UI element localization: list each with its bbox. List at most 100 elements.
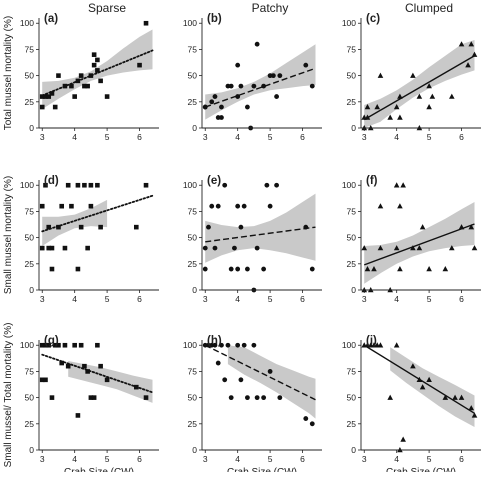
y-tick-label: 0	[29, 445, 34, 455]
x-tick-label: 3	[203, 294, 208, 304]
data-point	[219, 115, 224, 120]
column-title: Clumped	[405, 1, 453, 15]
data-point	[85, 245, 90, 251]
x-axis-label: Crab Size (CW)	[227, 467, 297, 472]
panel-label: (f)	[366, 175, 378, 187]
data-point	[59, 203, 65, 209]
data-point	[471, 412, 478, 418]
y-tick-label: 0	[29, 285, 34, 295]
data-point	[56, 342, 61, 348]
y-tick-label: 50	[188, 393, 198, 403]
y-tick-label: 50	[25, 233, 35, 243]
data-point	[39, 94, 45, 99]
data-point	[98, 78, 103, 84]
panel-e: 0 25 50 75 100 3 4 5 6 (e)	[183, 175, 322, 304]
data-point	[393, 245, 400, 251]
confidence-band	[205, 44, 316, 120]
y-tick-label: 50	[347, 393, 357, 403]
data-point	[56, 73, 61, 78]
data-point	[222, 182, 228, 188]
data-point	[377, 72, 384, 78]
data-point	[49, 245, 55, 251]
y-tick-label: 0	[351, 445, 356, 455]
data-point	[254, 245, 260, 251]
fit-line	[204, 344, 316, 401]
x-tick-label: 6	[459, 454, 464, 464]
data-point	[309, 421, 315, 427]
x-axis-label: Crab Size (CW)	[386, 467, 456, 472]
data-point	[303, 224, 309, 230]
y-tick-label: 25	[347, 97, 357, 107]
panel-label: (b)	[207, 13, 222, 25]
data-point	[238, 83, 244, 89]
data-point	[75, 182, 81, 188]
y-tick-label: 100	[342, 340, 356, 350]
panel-label: (a)	[44, 13, 58, 25]
data-point	[85, 83, 90, 89]
data-point	[364, 114, 371, 120]
x-tick-label: 4	[235, 454, 240, 464]
data-point	[82, 182, 87, 188]
panel-c: 0 25 50 75 100 3 4 5 6 (c)	[342, 13, 481, 142]
data-point	[88, 73, 94, 78]
data-point	[143, 395, 149, 400]
fit-line	[41, 49, 154, 97]
data-point	[202, 245, 208, 251]
data-point	[222, 377, 228, 383]
data-point	[419, 224, 426, 230]
data-point	[426, 83, 432, 89]
y-tick-label: 25	[188, 97, 198, 107]
data-point	[468, 405, 475, 411]
data-point	[397, 93, 403, 99]
data-point	[225, 342, 231, 348]
data-point	[56, 224, 61, 230]
data-point	[387, 394, 393, 400]
y-tick-label: 25	[25, 97, 35, 107]
data-point	[46, 342, 52, 348]
data-point	[78, 73, 84, 78]
data-point	[393, 104, 400, 110]
x-tick-label: 6	[137, 294, 142, 304]
y-tick-label: 75	[25, 44, 35, 54]
y-tick-label: 50	[347, 71, 357, 81]
data-point	[241, 203, 247, 209]
x-tick-label: 5	[427, 294, 432, 304]
data-point	[416, 245, 423, 251]
x-tick-label: 6	[459, 132, 464, 142]
data-point	[471, 51, 478, 57]
data-point	[465, 62, 471, 68]
data-point	[426, 266, 432, 272]
data-point	[361, 245, 368, 251]
data-point	[235, 266, 241, 272]
panel-label: (e)	[207, 175, 221, 187]
data-point	[309, 266, 315, 272]
data-point	[261, 395, 267, 401]
y-tick-label: 100	[20, 340, 34, 350]
data-point	[228, 83, 234, 89]
y-axis-label: Small mussel mortality (%)	[3, 176, 14, 294]
data-point	[238, 224, 244, 230]
y-tick-label: 100	[183, 340, 197, 350]
data-point	[235, 62, 241, 68]
data-point	[95, 57, 100, 63]
x-tick-label: 6	[137, 132, 142, 142]
y-tick-label: 100	[183, 180, 197, 190]
x-tick-label: 4	[235, 294, 240, 304]
confidence-band	[227, 345, 316, 419]
data-point	[261, 266, 267, 272]
x-tick-label: 5	[105, 454, 110, 464]
data-point	[458, 224, 465, 230]
panel-i: 0 25 50 75 100 3 4 5 6 (i) Crab Size (CW)	[342, 335, 481, 477]
data-point	[397, 114, 403, 120]
data-point	[212, 94, 218, 99]
x-tick-label: 5	[105, 132, 110, 142]
data-point	[397, 266, 403, 272]
fit-line	[205, 67, 316, 108]
data-point	[62, 245, 68, 251]
panel-label: (h)	[207, 335, 222, 347]
x-tick-label: 5	[427, 454, 432, 464]
fit-line	[363, 55, 475, 121]
data-point	[254, 395, 260, 401]
